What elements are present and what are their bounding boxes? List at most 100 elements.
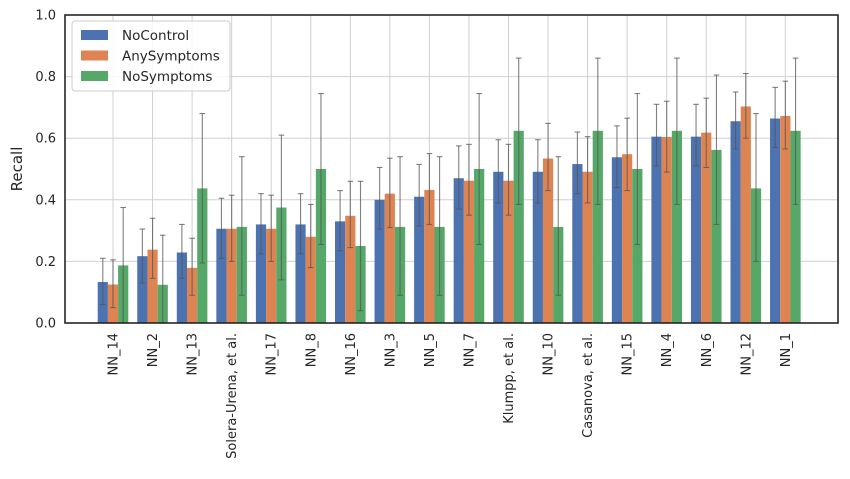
error-bar xyxy=(595,57,601,205)
error-bar xyxy=(239,156,245,296)
bar-nocontrol-11 xyxy=(532,171,543,323)
x-tick-label: NN_16 xyxy=(344,333,359,376)
bar-nocontrol-6 xyxy=(335,221,346,323)
y-tick-label: 0.8 xyxy=(35,70,56,85)
x-tick-label: NN_6 xyxy=(700,333,715,367)
error-bar xyxy=(743,72,749,139)
error-bar xyxy=(624,117,630,192)
x-tick-label: NN_15 xyxy=(621,333,636,376)
error-bar xyxy=(218,197,225,259)
error-bar xyxy=(337,190,343,252)
bar-nosymptoms-12 xyxy=(592,130,603,323)
error-bar xyxy=(545,122,551,192)
bar-nocontrol-12 xyxy=(572,164,583,323)
y-tick-label: 1.0 xyxy=(35,9,56,24)
error-bars-layer xyxy=(100,57,799,324)
error-bar xyxy=(110,259,116,309)
bar-nocontrol-10 xyxy=(493,171,504,323)
x-tick-label: Solera-Urena, et al. xyxy=(225,333,240,459)
error-bar xyxy=(100,257,106,306)
bar-anysymptoms-14 xyxy=(661,136,672,323)
legend-frame xyxy=(71,20,231,92)
error-bar xyxy=(466,143,472,216)
x-tick-label: NN_14 xyxy=(107,333,122,376)
bar-nosymptoms-17 xyxy=(790,130,801,323)
bar-nocontrol-17 xyxy=(770,118,781,323)
error-bar xyxy=(357,180,364,312)
bar-anysymptoms-11 xyxy=(542,158,554,323)
error-bar xyxy=(495,139,502,204)
x-tick-label: NN_17 xyxy=(265,333,280,376)
error-bar xyxy=(397,156,403,296)
error-bar xyxy=(505,143,512,216)
y-axis-title: Recall xyxy=(8,147,26,192)
bar-nocontrol-3 xyxy=(216,228,227,323)
error-bar xyxy=(149,217,156,279)
error-bar xyxy=(376,166,383,230)
error-bar xyxy=(674,57,680,205)
error-bar xyxy=(426,153,433,225)
error-bar xyxy=(703,97,710,169)
error-bar xyxy=(307,203,314,269)
bar-nosymptoms-13 xyxy=(632,169,643,323)
legend-label-anysymptoms: AnySymptoms xyxy=(122,49,220,65)
error-bar xyxy=(268,194,274,262)
error-bar xyxy=(436,156,443,296)
legend-label-nosymptoms: NoSymptoms xyxy=(122,69,212,85)
x-tick-label: NN_5 xyxy=(423,333,438,367)
bar-nocontrol-4 xyxy=(255,224,267,323)
error-bar xyxy=(199,113,206,264)
error-bar xyxy=(297,193,304,255)
x-tick-label: Klumpp, et al. xyxy=(502,333,517,424)
bar-nocontrol-7 xyxy=(374,199,385,323)
error-bar xyxy=(792,57,799,205)
x-tick-labels: NN_14 NN_2 NN_13 Solera-Urena, et al. NN_17 N… xyxy=(107,333,794,459)
bar-anysymptoms-8 xyxy=(424,189,435,323)
error-bar xyxy=(387,157,393,229)
bar-nosymptoms-10 xyxy=(513,130,524,323)
bar-nocontrol-13 xyxy=(611,157,623,323)
error-bar xyxy=(772,86,778,148)
bar-anysymptoms-16 xyxy=(740,106,751,323)
bar-nosymptoms-15 xyxy=(711,149,722,323)
y-tick-label: 0.0 xyxy=(35,317,56,332)
x-tick-label: NN_13 xyxy=(186,333,201,376)
x-tick-label: NN_8 xyxy=(304,333,319,367)
bar-anysymptoms-7 xyxy=(384,193,395,323)
x-tick-label: NN_3 xyxy=(383,333,398,367)
error-bar xyxy=(782,80,789,150)
bar-anysymptoms-5 xyxy=(305,236,316,323)
bar-anysymptoms-4 xyxy=(266,228,277,323)
x-tick-label: Casanova, et al. xyxy=(581,333,596,438)
error-bar xyxy=(584,136,591,204)
error-bar xyxy=(535,139,541,204)
y-tick-label: 0.6 xyxy=(35,132,56,147)
bar-anysymptoms-6 xyxy=(345,215,356,323)
error-bar xyxy=(476,92,482,246)
bar-anysymptoms-9 xyxy=(463,180,475,323)
bar-anysymptoms-12 xyxy=(582,171,593,323)
y-tick-labels: 0.0 0.2 0.4 0.6 0.8 1.0 xyxy=(35,9,56,332)
error-bar xyxy=(278,134,285,281)
error-bar xyxy=(347,180,354,249)
legend: NoControl AnySymptoms NoSymptoms xyxy=(71,20,231,92)
x-tick-label: NN_4 xyxy=(660,333,675,367)
bar-nocontrol-9 xyxy=(453,178,464,323)
y-tick-label: 0.2 xyxy=(35,255,56,270)
legend-swatch-anysymptoms xyxy=(81,50,108,61)
bar-nocontrol-2 xyxy=(176,252,187,323)
bar-anysymptoms-3 xyxy=(226,228,237,323)
error-bar xyxy=(555,156,562,296)
bar-nosymptoms-5 xyxy=(315,169,327,323)
legend-swatch-nocontrol xyxy=(81,30,108,40)
bar-nocontrol-14 xyxy=(651,136,662,323)
x-tick-label: NN_2 xyxy=(146,333,161,367)
error-bar xyxy=(663,100,670,173)
x-tick-label: NN_10 xyxy=(542,333,557,376)
bar-nocontrol-15 xyxy=(690,136,702,323)
error-bar xyxy=(515,57,522,205)
error-bar xyxy=(179,223,185,279)
y-tick-label: 0.4 xyxy=(35,193,56,208)
error-bar xyxy=(139,228,146,284)
